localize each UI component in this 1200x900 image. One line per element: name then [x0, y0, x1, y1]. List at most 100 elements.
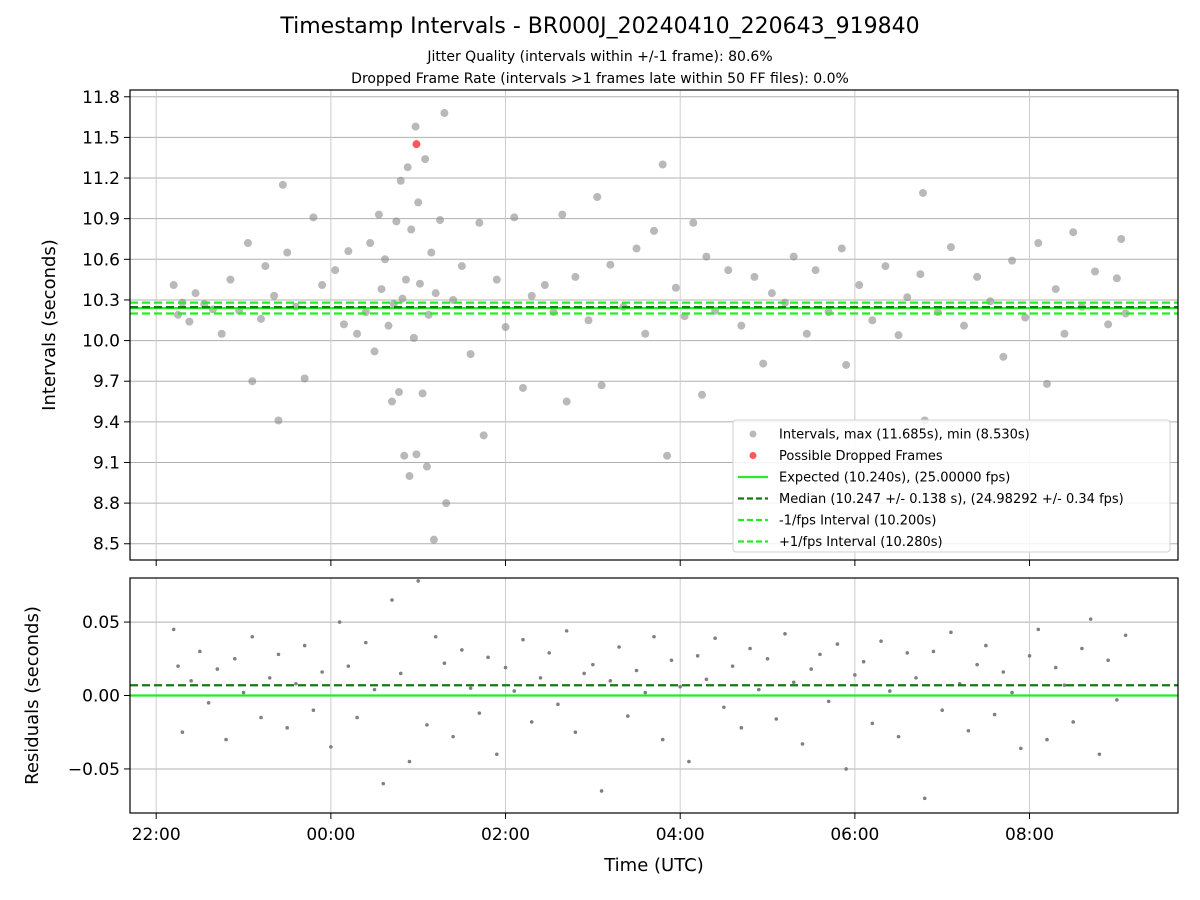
residual-point [949, 630, 953, 635]
interval-point [946, 243, 955, 252]
interval-point [318, 281, 327, 290]
interval-point [918, 188, 927, 197]
residual-point [599, 789, 604, 793]
residual-point [416, 579, 421, 583]
interval-point [1043, 379, 1051, 388]
interval-point [650, 226, 658, 235]
residual-point [538, 676, 543, 680]
chart-title: Timestamp Intervals - BR000J_20240410_22… [280, 14, 920, 39]
interval-point [811, 266, 820, 275]
residual-point [992, 712, 997, 717]
residual-point [311, 708, 316, 712]
residual-point [215, 667, 220, 671]
residual-point [896, 734, 901, 739]
residuals-panel: −0.05 0.00 0.05 22:00 00:00 02:00 04:00 06:00 08… [22, 577, 1179, 876]
interval-point [571, 272, 580, 281]
legend-label: +1/fps Interval (10.280s) [779, 535, 943, 550]
residual-point [198, 649, 202, 654]
interval-point [414, 198, 423, 207]
y-tick-label: 10.6 [82, 250, 120, 270]
residual-point [879, 639, 883, 643]
interval-point [606, 260, 615, 269]
interval-point [597, 381, 606, 390]
interval-point [549, 308, 558, 317]
residual-point [250, 634, 255, 639]
residual-point [757, 687, 761, 692]
interval-point [689, 218, 698, 227]
interval-point [431, 289, 440, 298]
interval-point [400, 451, 409, 460]
interval-point [257, 314, 265, 323]
residual-point [1036, 627, 1041, 632]
residual-point [1001, 670, 1006, 674]
residual-point [1062, 683, 1067, 688]
interval-point [283, 248, 292, 257]
y-tick-label: 11.2 [82, 169, 120, 189]
interval-point [300, 374, 309, 383]
interval-point [868, 316, 877, 325]
interval-point [1104, 320, 1113, 329]
interval-point [278, 180, 287, 189]
interval-point [1051, 285, 1060, 294]
interval-point [366, 239, 375, 248]
interval-point [750, 272, 759, 281]
interval-point [881, 262, 890, 271]
interval-point [370, 347, 379, 356]
y-tick-label: 11.5 [82, 128, 120, 148]
interval-point [427, 248, 436, 257]
y-tick-label: 8.5 [93, 535, 120, 555]
interval-point [724, 266, 733, 275]
interval-point [374, 210, 383, 219]
residual-point [180, 730, 185, 735]
interval-point [436, 216, 445, 225]
legend-marker [749, 452, 757, 459]
residual-point [722, 705, 726, 710]
interval-point [759, 359, 768, 368]
interval-point [593, 193, 602, 202]
residual-point [582, 671, 586, 676]
residual-point [608, 679, 613, 683]
interval-point [510, 213, 519, 222]
residual-point [730, 664, 735, 668]
interval-point [226, 275, 235, 284]
residual-point [678, 684, 682, 689]
residual-point [826, 699, 831, 704]
plot-frame [129, 89, 1179, 561]
interval-point [767, 289, 776, 298]
residual-point [556, 702, 560, 707]
interval-point [737, 321, 746, 330]
residual-point [704, 677, 709, 682]
residual-point [486, 655, 490, 660]
residual-point [861, 659, 866, 664]
residual-point [224, 737, 228, 742]
residual-point [276, 652, 281, 657]
residual-point [591, 662, 595, 667]
interval-point [398, 294, 407, 303]
residual-point [346, 664, 351, 668]
interval-point [466, 350, 475, 359]
interval-point [837, 244, 846, 253]
interval-point [248, 377, 257, 386]
interval-point [169, 281, 178, 290]
residual-point [176, 664, 180, 668]
x-tick-label: 22:00 [132, 825, 181, 845]
interval-point [641, 329, 650, 338]
residual-point [809, 667, 813, 671]
residual-point [442, 661, 447, 665]
residual-point [669, 658, 674, 663]
residual-point [529, 720, 534, 724]
residual-point [652, 634, 656, 639]
interval-point [527, 291, 536, 300]
interval-point [540, 281, 549, 290]
residual-point [1071, 720, 1075, 724]
residual-point [1019, 746, 1023, 751]
interval-point [353, 329, 362, 338]
residual-point [844, 767, 848, 771]
residual-point [460, 648, 464, 652]
y-tick-label: 11.8 [82, 88, 120, 108]
interval-point [422, 462, 431, 471]
interval-point [261, 262, 270, 271]
residual-point [512, 689, 517, 693]
